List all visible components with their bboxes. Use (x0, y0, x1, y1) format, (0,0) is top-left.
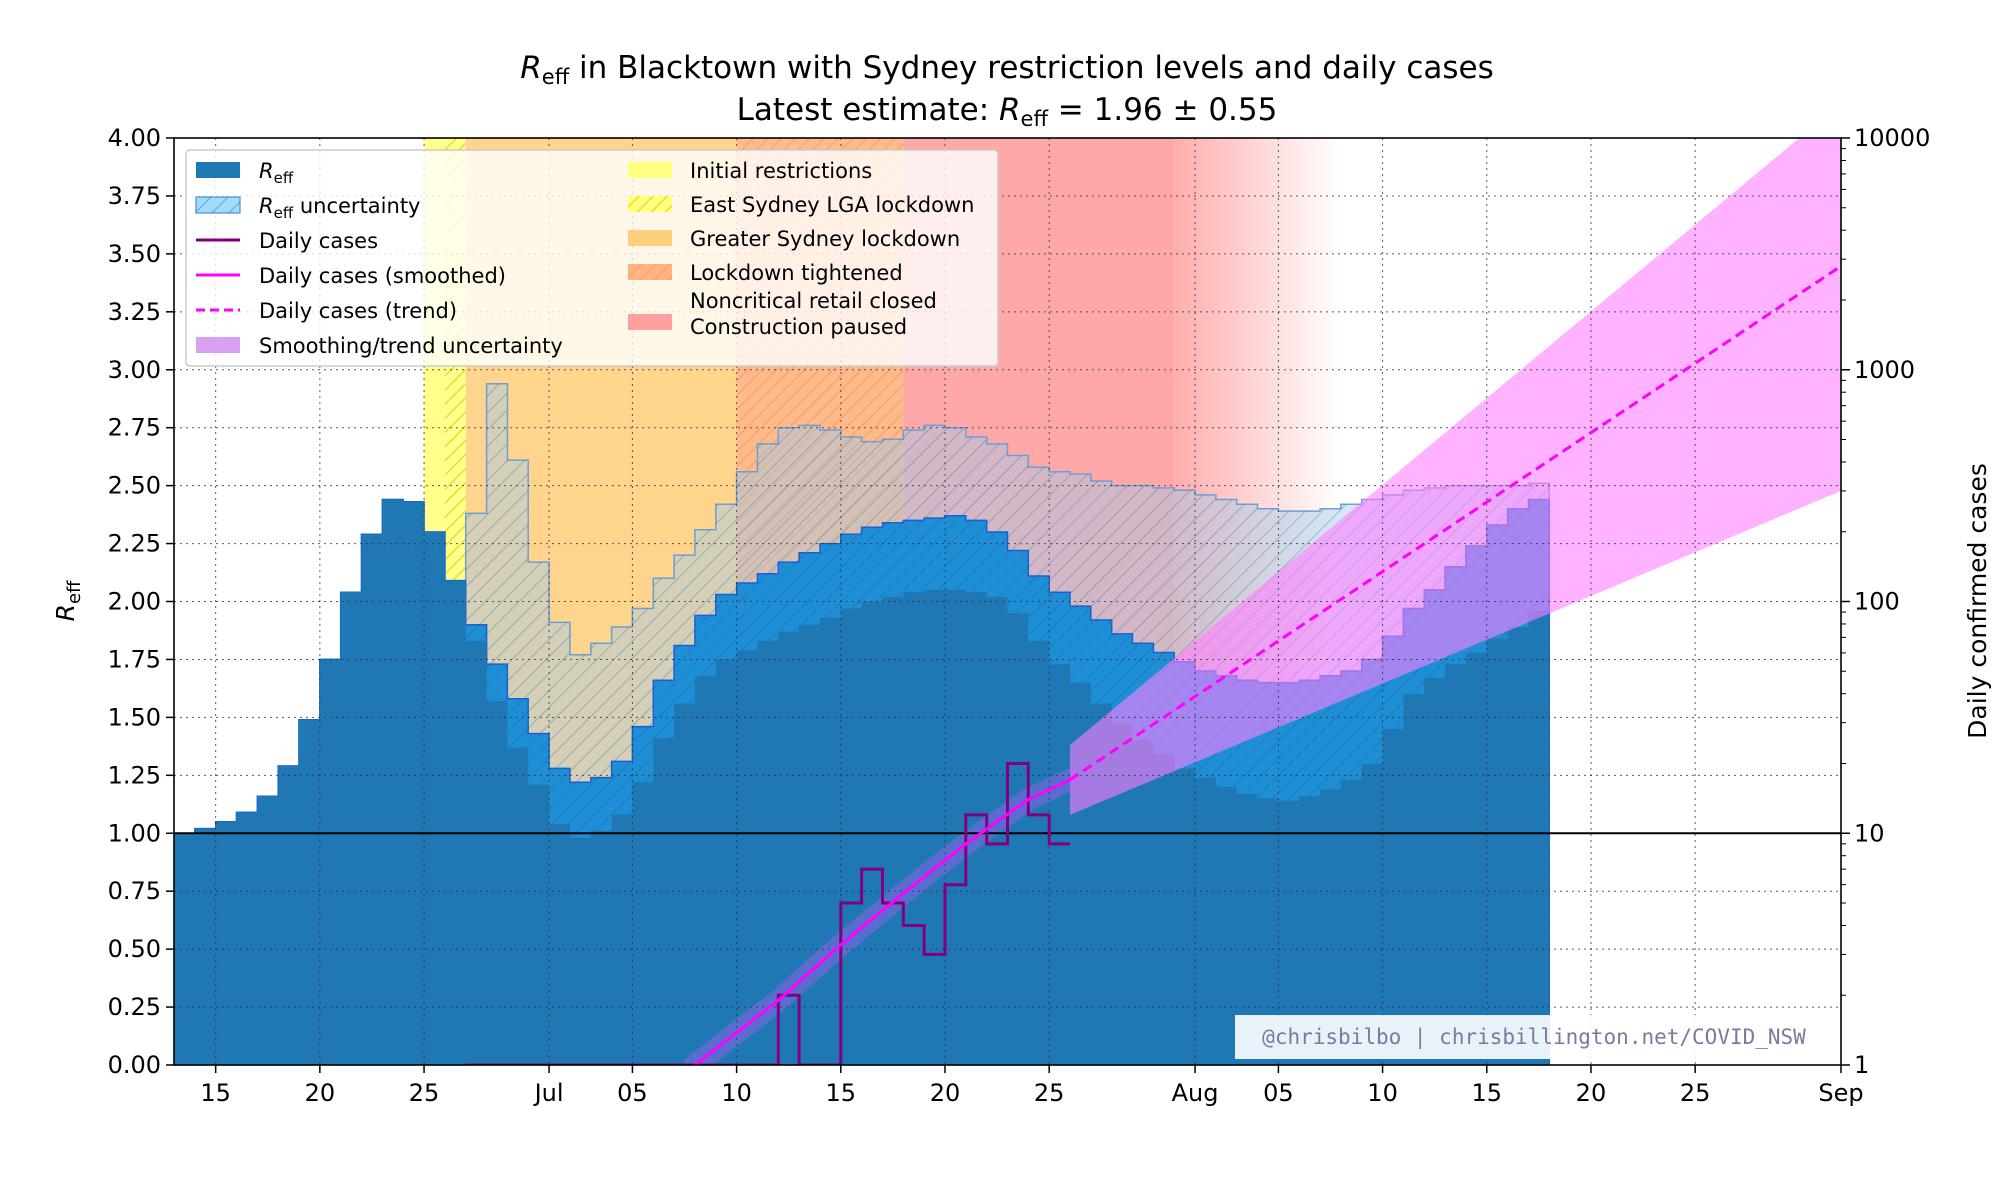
y-left-tick-label: 0.75 (108, 877, 161, 905)
legend-label-noncritical-line2: Construction paused (690, 315, 907, 339)
legend-swatch-reff-uncertainty-hatch (196, 197, 240, 213)
x-tick-label: 20 (305, 1079, 336, 1107)
legend-label-reff_uncertainty: Reff uncertainty (259, 194, 420, 222)
legend-box (185, 149, 999, 367)
legend: Reff Reff uncertainty Daily cases Daily cas… (185, 149, 999, 367)
y-left-tick-label: 2.50 (108, 472, 161, 500)
x-tick-label: 15 (1471, 1079, 1502, 1107)
legend-label-east_sydney: East Sydney LGA lockdown (690, 193, 974, 217)
daily-cases-line (465, 762, 1070, 1065)
y-left-tick-label: 0.50 (108, 935, 161, 963)
x-tick-label: 25 (1034, 1079, 1065, 1107)
x-tick-label: 15 (200, 1079, 231, 1107)
chart-title-line1: Reff in Blacktown with Sydney restrictio… (520, 50, 1494, 89)
reff-series (174, 499, 1550, 1065)
x-tick-label: 15 (826, 1079, 857, 1107)
y-left-tick-label: 0.25 (108, 993, 161, 1021)
y-left-tick-label: 2.25 (108, 530, 161, 558)
y-right-tick-label: 1000 (1854, 356, 1915, 384)
legend-label-smoothed: Daily cases (smoothed) (259, 264, 506, 288)
y-left-tick-label: 3.75 (108, 182, 161, 210)
y-right-tick-label: 100 (1854, 588, 1900, 616)
x-tick-label: 20 (1576, 1079, 1607, 1107)
x-tick-label: Jul (533, 1079, 564, 1107)
legend-label-initial: Initial restrictions (690, 159, 872, 183)
legend-swatch-trend-band (196, 337, 240, 353)
legend-label-tightened: Lockdown tightened (690, 261, 903, 285)
y-left-tick-label: 2.00 (108, 588, 161, 616)
x-tick-label: 10 (721, 1079, 752, 1107)
y-left-tick-label: 1.00 (108, 819, 161, 847)
legend-label-reff: Reff (259, 159, 294, 187)
x-tick-label: Sep (1818, 1079, 1863, 1107)
trend-line (1069, 264, 1841, 782)
x-tick-label: 25 (1680, 1079, 1711, 1107)
legend-swatch-greater_sydney (628, 230, 672, 246)
legend-label-trend_line: Daily cases (trend) (259, 299, 457, 323)
y-right-tick-label: 10000 (1854, 124, 1930, 152)
y-left-tick-label: 0.00 (108, 1051, 161, 1079)
y-left-tick-label: 1.50 (108, 703, 161, 731)
legend-swatch-tightened-hatch (628, 264, 672, 280)
watermark: @chrisbilbo | chrisbillington.net/COVID_… (1262, 1025, 1806, 1050)
legend-swatch-reff (196, 162, 240, 178)
y-left-tick-label: 2.75 (108, 414, 161, 442)
legend-swatch-noncritical (628, 314, 672, 330)
watermark-box (1235, 1015, 1833, 1059)
trend-uncertainty-band (1070, 138, 1841, 815)
legend-label-daily_cases: Daily cases (259, 229, 378, 253)
chart-title-line2: Latest estimate: Reff = 1.96 ± 0.55 (737, 92, 1278, 131)
legend-swatch-east-sydney-hatch (628, 196, 672, 212)
y-left-tick-label: 4.00 (108, 124, 161, 152)
x-tick-label: 10 (1367, 1079, 1398, 1107)
x-tick-label: 25 (409, 1079, 440, 1107)
y-left-tick-label: 3.25 (108, 298, 161, 326)
y-right-tick-label: 10 (1854, 819, 1885, 847)
legend-swatch-initial (628, 162, 672, 178)
y-left-label: Reff (51, 580, 85, 621)
legend-label-noncritical: Noncritical retail closed (690, 289, 937, 313)
y-left-tick-label: 3.50 (108, 240, 161, 268)
y-left-tick-label: 3.00 (108, 356, 161, 384)
x-tick-label: 20 (930, 1079, 961, 1107)
x-tick-label: 05 (617, 1079, 648, 1107)
axes: 15 20 25 Jul 05 10 15 20 25 Aug 05 10 15 20 25 Sep 0.00 0… (108, 124, 1931, 1107)
x-tick-label: Aug (1172, 1079, 1219, 1107)
y-right-label: Daily confirmed cases (1963, 463, 1992, 739)
y-left-tick-label: 1.25 (108, 761, 161, 789)
legend-label-greater_sydney: Greater Sydney lockdown (690, 227, 960, 251)
y-left-tick-label: 1.75 (108, 645, 161, 673)
smoothed-cases-line (693, 778, 1071, 1065)
y-right-tick-label: 1 (1854, 1051, 1869, 1079)
legend-label-trend_band: Smoothing/trend uncertainty (259, 334, 563, 358)
x-tick-label: 05 (1263, 1079, 1294, 1107)
